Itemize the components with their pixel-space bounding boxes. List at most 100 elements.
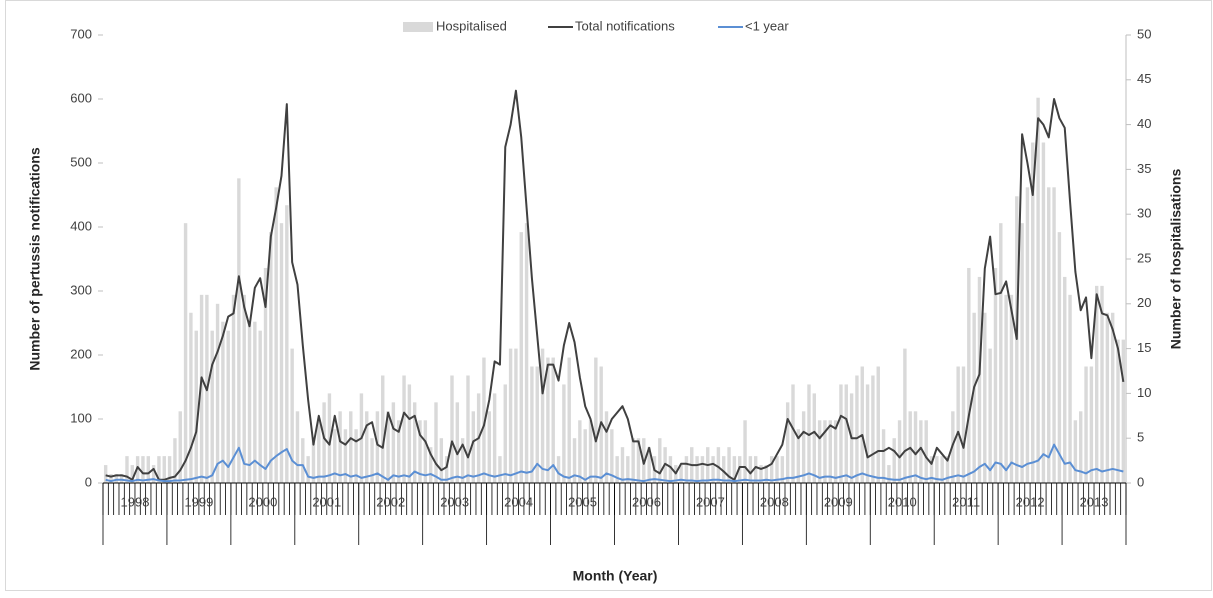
y-tick-label: 500 bbox=[70, 154, 92, 169]
bar bbox=[434, 402, 438, 483]
bar bbox=[343, 429, 348, 483]
x-tick-label: 2010 bbox=[888, 494, 917, 509]
bar bbox=[439, 438, 444, 483]
bar bbox=[604, 411, 609, 483]
y-tick-label: 700 bbox=[70, 26, 92, 41]
bar bbox=[162, 456, 166, 483]
x-tick-label: 2009 bbox=[824, 494, 853, 509]
chart-frame bbox=[5, 0, 1212, 591]
bar bbox=[903, 348, 907, 483]
bar bbox=[1105, 312, 1110, 483]
y2-tick-label: 20 bbox=[1137, 295, 1151, 310]
bar bbox=[1073, 420, 1078, 483]
bar bbox=[961, 366, 966, 483]
bar bbox=[743, 420, 747, 483]
bar bbox=[684, 456, 689, 483]
x-tick-label: 2007 bbox=[696, 494, 725, 509]
bar bbox=[258, 330, 262, 483]
bar bbox=[658, 438, 662, 483]
bar bbox=[290, 348, 294, 483]
bar bbox=[189, 312, 193, 483]
x-tick-label: 2013 bbox=[1080, 494, 1109, 509]
bar bbox=[839, 384, 843, 483]
line bbox=[105, 443, 1124, 483]
x-tick-label: 2008 bbox=[760, 494, 789, 509]
bar bbox=[524, 223, 529, 483]
bar bbox=[668, 456, 673, 483]
bar bbox=[1084, 366, 1088, 483]
x-tick-label: 2003 bbox=[440, 494, 469, 509]
bar bbox=[887, 465, 891, 483]
bar bbox=[977, 276, 982, 483]
legend-swatch bbox=[403, 22, 433, 32]
bar bbox=[1041, 142, 1046, 483]
bar bbox=[892, 438, 896, 483]
bar bbox=[365, 411, 369, 483]
x-tick-label: 2005 bbox=[568, 494, 597, 509]
x-tick-label: 1999 bbox=[184, 494, 213, 509]
y2-tick-label: 50 bbox=[1137, 26, 1151, 41]
bar bbox=[141, 456, 145, 483]
bar bbox=[588, 420, 593, 483]
bar bbox=[466, 375, 470, 483]
x-tick-label: 2004 bbox=[504, 494, 533, 509]
legend-label: Total notifications bbox=[575, 18, 675, 33]
bar bbox=[412, 402, 417, 483]
bar bbox=[418, 420, 422, 483]
bar bbox=[732, 456, 737, 483]
x-tick-label: 2012 bbox=[1016, 494, 1045, 509]
bar bbox=[146, 456, 150, 483]
bar bbox=[1052, 187, 1056, 483]
bar bbox=[1100, 285, 1104, 483]
bar bbox=[1110, 312, 1115, 483]
bar bbox=[615, 456, 619, 483]
x-tick-label: 2001 bbox=[312, 494, 341, 509]
x-axis-title: Month (Year) bbox=[573, 568, 658, 584]
x-tick-label: 2011 bbox=[952, 494, 980, 509]
y-tick-label: 200 bbox=[70, 346, 92, 361]
bar bbox=[929, 456, 934, 483]
bar bbox=[103, 465, 108, 483]
bar bbox=[173, 438, 177, 483]
bar bbox=[775, 456, 779, 483]
bar bbox=[237, 178, 241, 484]
bar bbox=[1063, 276, 1067, 483]
bar bbox=[812, 393, 817, 483]
bar bbox=[796, 429, 801, 483]
bar bbox=[865, 384, 870, 483]
bar bbox=[631, 438, 635, 483]
bar bbox=[514, 348, 518, 483]
bar bbox=[1020, 223, 1024, 483]
bar bbox=[215, 303, 220, 483]
bar bbox=[546, 357, 550, 483]
bar bbox=[993, 267, 998, 483]
bar bbox=[226, 330, 230, 483]
bar bbox=[157, 456, 161, 483]
bar bbox=[306, 456, 310, 483]
bar bbox=[1047, 187, 1051, 483]
bar bbox=[285, 205, 289, 484]
bar bbox=[610, 429, 614, 483]
bar bbox=[338, 411, 342, 483]
x-tick-label: 1998 bbox=[121, 494, 150, 509]
y-tick-label: 300 bbox=[70, 282, 92, 297]
y2-tick-label: 5 bbox=[1137, 430, 1144, 445]
bar bbox=[983, 312, 987, 483]
bar bbox=[247, 321, 252, 483]
bar bbox=[769, 456, 774, 483]
bar bbox=[210, 330, 214, 483]
y2-tick-label: 0 bbox=[1137, 474, 1144, 489]
bar bbox=[807, 384, 811, 483]
bar bbox=[695, 456, 699, 483]
bar bbox=[594, 357, 598, 483]
y-axis-title: Number of pertussis notifications bbox=[27, 147, 43, 370]
bar bbox=[279, 223, 284, 483]
x-tick-label: 2006 bbox=[632, 494, 661, 509]
bar bbox=[1004, 294, 1008, 483]
bar bbox=[354, 429, 358, 483]
bar bbox=[151, 465, 156, 483]
bar bbox=[492, 393, 497, 483]
y2-tick-label: 35 bbox=[1137, 161, 1151, 176]
bar bbox=[1116, 339, 1120, 483]
bar bbox=[913, 411, 918, 483]
